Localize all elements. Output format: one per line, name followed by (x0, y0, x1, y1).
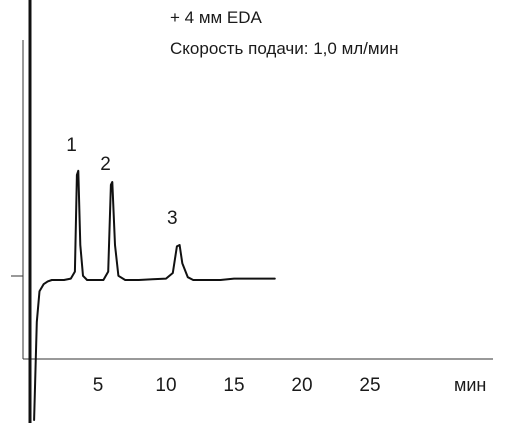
chromatogram-trace (33, 169, 276, 421)
annotation-line-additive: + 4 мм EDA (170, 8, 263, 27)
chart-annotation: + 4 мм EDA Скорость подачи: 1,0 мл/мин (170, 8, 398, 58)
peak-label-1: 1 (66, 135, 77, 156)
x-axis-unit-label: мин (454, 375, 486, 395)
x-tick-label-10: 10 (155, 375, 176, 396)
x-tick-label-15: 15 (223, 375, 244, 396)
peak-label-2: 2 (100, 154, 111, 175)
x-tick-label-5: 5 (93, 375, 104, 396)
x-tick-label-20: 20 (291, 375, 312, 396)
peak-labels: 1 2 3 (66, 135, 177, 229)
x-tick-label-25: 25 (359, 375, 380, 396)
peak-label-3: 3 (167, 208, 178, 229)
x-tick-labels: 5 10 15 20 25 (93, 375, 381, 396)
annotation-line-flow-rate: Скорость подачи: 1,0 мл/мин (170, 39, 398, 58)
